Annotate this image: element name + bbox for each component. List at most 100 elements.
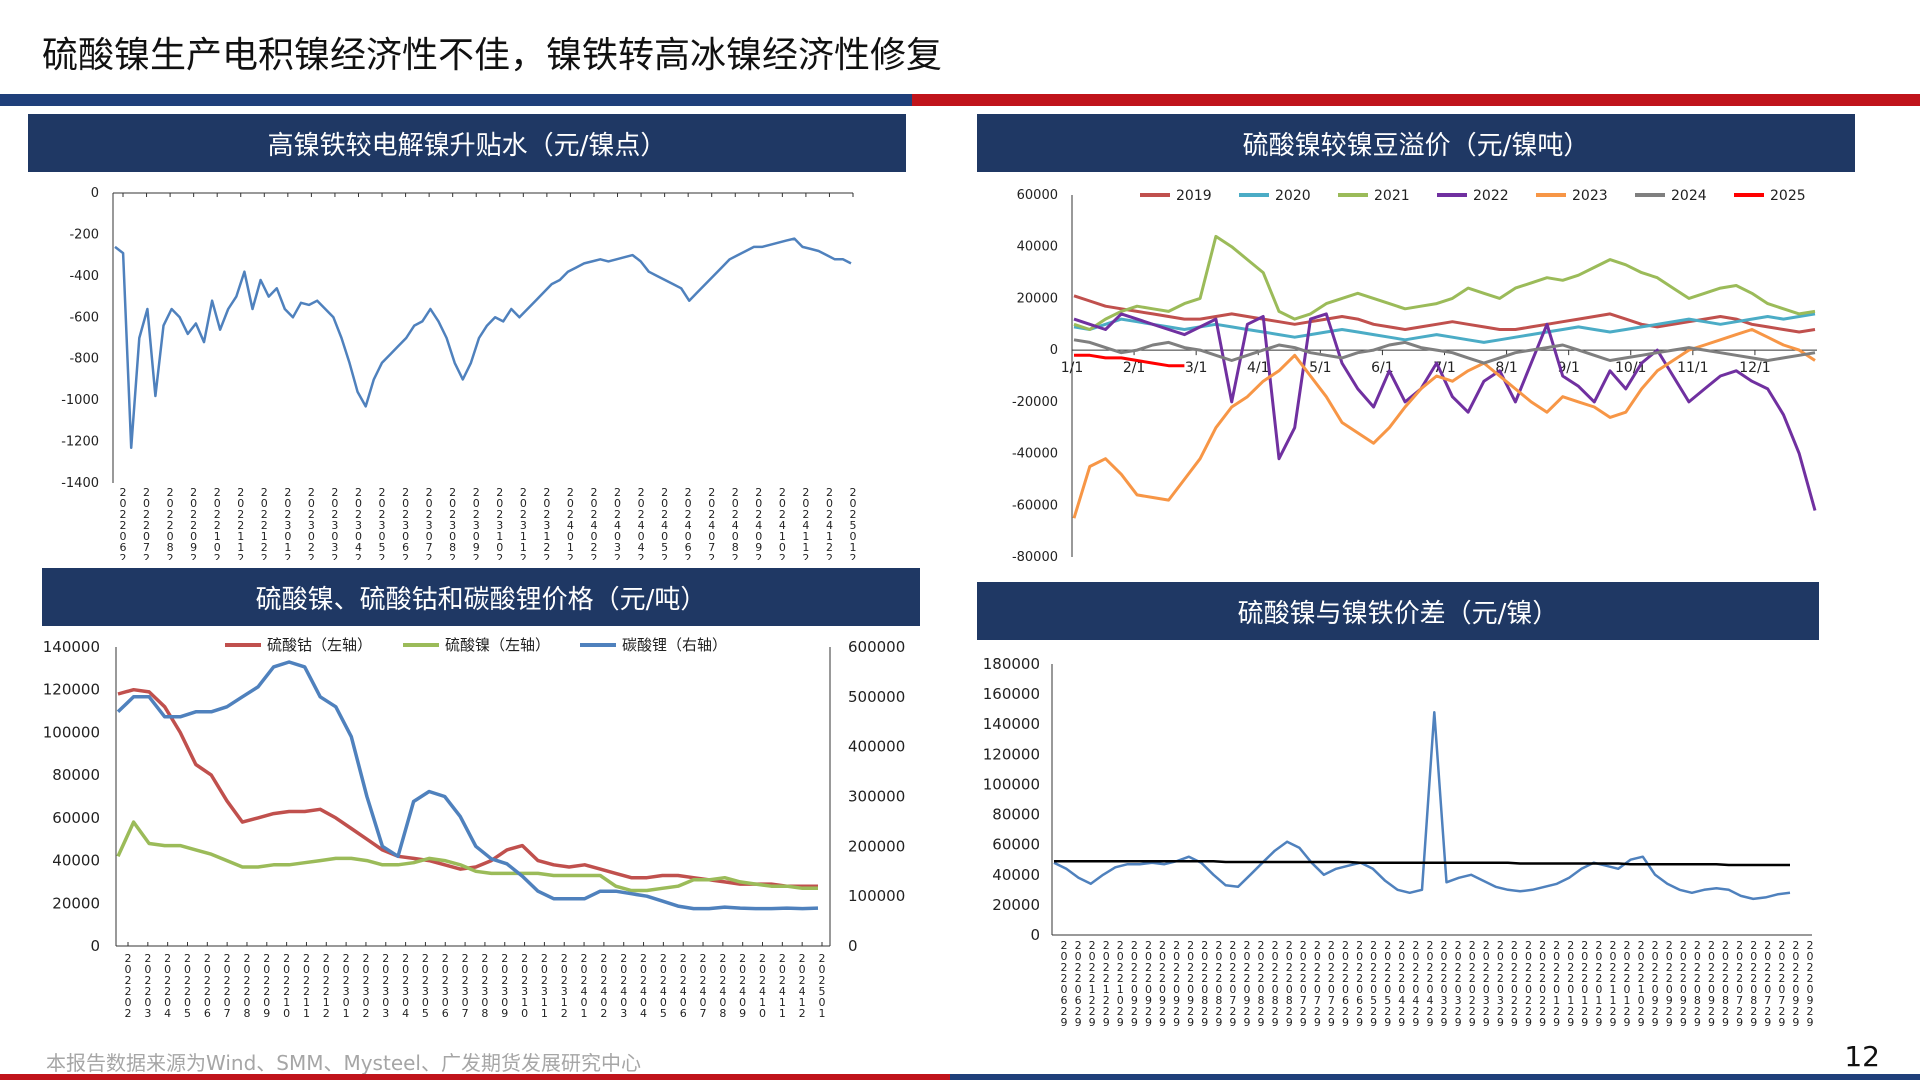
svg-text:9: 9 bbox=[1229, 1016, 1236, 1029]
svg-text:2: 2 bbox=[1258, 1005, 1265, 1018]
chart-nickel-sulfate-premium: 60000 40000 20000 0 -20000 -40000 -60000 -80000… bbox=[1012, 188, 1817, 565]
series-line bbox=[114, 237, 852, 450]
svg-text:2: 2 bbox=[1511, 939, 1518, 952]
svg-text:0: 0 bbox=[1553, 950, 1560, 963]
y-tick-label: -20000 bbox=[1012, 395, 1058, 410]
x-tick-label: 20230529 bbox=[379, 486, 386, 560]
svg-text:2: 2 bbox=[1243, 972, 1250, 985]
svg-text:2: 2 bbox=[719, 952, 726, 965]
svg-text:2: 2 bbox=[1750, 972, 1757, 985]
svg-text:8: 8 bbox=[719, 1007, 726, 1020]
svg-text:4: 4 bbox=[620, 985, 627, 998]
svg-text:0: 0 bbox=[1384, 983, 1391, 996]
y-tick-label: 20000 bbox=[992, 896, 1040, 914]
svg-text:2: 2 bbox=[850, 552, 857, 560]
svg-text:0: 0 bbox=[501, 996, 508, 1009]
y-tick-label: 40000 bbox=[1017, 240, 1058, 255]
svg-text:2: 2 bbox=[1609, 972, 1616, 985]
svg-text:0: 0 bbox=[284, 530, 291, 543]
svg-text:2: 2 bbox=[1075, 939, 1082, 952]
y-tick-label: -40000 bbox=[1012, 447, 1058, 462]
svg-text:0: 0 bbox=[1215, 950, 1222, 963]
svg-text:0: 0 bbox=[1300, 983, 1307, 996]
svg-text:3: 3 bbox=[308, 519, 315, 532]
svg-text:0: 0 bbox=[1525, 983, 1532, 996]
svg-text:8: 8 bbox=[243, 1007, 250, 1020]
svg-text:2: 2 bbox=[1624, 972, 1631, 985]
svg-text:3: 3 bbox=[561, 985, 568, 998]
svg-text:0: 0 bbox=[1426, 983, 1433, 996]
svg-text:2: 2 bbox=[308, 508, 315, 521]
svg-text:2: 2 bbox=[426, 552, 433, 560]
svg-text:3: 3 bbox=[520, 519, 527, 532]
svg-text:2: 2 bbox=[1609, 939, 1616, 952]
svg-text:2: 2 bbox=[1398, 1005, 1405, 1018]
svg-text:2: 2 bbox=[1426, 1005, 1433, 1018]
svg-text:2: 2 bbox=[331, 486, 338, 499]
svg-text:6: 6 bbox=[685, 541, 692, 554]
svg-text:2: 2 bbox=[303, 952, 310, 965]
svg-text:2: 2 bbox=[1356, 1005, 1363, 1018]
svg-text:2: 2 bbox=[1807, 972, 1814, 985]
y-tick-label: 60000 bbox=[1017, 188, 1058, 203]
svg-text:0: 0 bbox=[1736, 950, 1743, 963]
svg-text:9: 9 bbox=[473, 541, 480, 554]
svg-text:1: 1 bbox=[284, 541, 291, 554]
svg-text:1: 1 bbox=[1089, 983, 1096, 996]
svg-text:0: 0 bbox=[779, 541, 786, 554]
svg-text:2: 2 bbox=[1173, 972, 1180, 985]
svg-text:2: 2 bbox=[1159, 972, 1166, 985]
svg-text:0: 0 bbox=[1300, 950, 1307, 963]
svg-text:3: 3 bbox=[343, 985, 350, 998]
svg-text:4: 4 bbox=[732, 519, 739, 532]
svg-text:2: 2 bbox=[779, 952, 786, 965]
svg-text:2: 2 bbox=[521, 952, 528, 965]
y-tick-label: -1000 bbox=[61, 393, 99, 408]
svg-text:1: 1 bbox=[1567, 994, 1574, 1007]
svg-text:1: 1 bbox=[261, 530, 268, 543]
y-tick-label-left: 40000 bbox=[52, 852, 100, 870]
svg-text:2: 2 bbox=[1722, 1005, 1729, 1018]
svg-text:2: 2 bbox=[1722, 972, 1729, 985]
svg-text:1: 1 bbox=[541, 1007, 548, 1020]
svg-text:0: 0 bbox=[382, 996, 389, 1009]
svg-text:2: 2 bbox=[1778, 972, 1785, 985]
svg-text:4: 4 bbox=[1426, 994, 1433, 1007]
svg-text:0: 0 bbox=[355, 530, 362, 543]
svg-text:0: 0 bbox=[1412, 983, 1419, 996]
svg-text:7: 7 bbox=[1328, 994, 1335, 1007]
svg-text:2: 2 bbox=[680, 952, 687, 965]
svg-text:7: 7 bbox=[700, 1007, 707, 1020]
page-number: 12 bbox=[1844, 1040, 1880, 1073]
svg-text:2: 2 bbox=[1441, 1005, 1448, 1018]
svg-text:2: 2 bbox=[1638, 961, 1645, 974]
svg-text:0: 0 bbox=[426, 530, 433, 543]
svg-text:2: 2 bbox=[120, 486, 127, 499]
svg-text:2: 2 bbox=[590, 552, 597, 560]
svg-text:2: 2 bbox=[331, 552, 338, 560]
svg-text:0: 0 bbox=[481, 963, 488, 976]
svg-text:2: 2 bbox=[1807, 961, 1814, 974]
svg-text:2: 2 bbox=[303, 985, 310, 998]
y-tick-label-right: 600000 bbox=[848, 638, 905, 656]
svg-text:0: 0 bbox=[1103, 950, 1110, 963]
svg-text:2: 2 bbox=[1469, 972, 1476, 985]
svg-text:0: 0 bbox=[1553, 983, 1560, 996]
y-tick-label-left: 120000 bbox=[43, 681, 100, 699]
svg-text:0: 0 bbox=[1398, 950, 1405, 963]
svg-text:2: 2 bbox=[1609, 961, 1616, 974]
svg-text:0: 0 bbox=[1750, 950, 1757, 963]
svg-text:9: 9 bbox=[1722, 1016, 1729, 1029]
svg-text:0: 0 bbox=[224, 996, 231, 1009]
svg-text:2: 2 bbox=[1089, 972, 1096, 985]
svg-text:2: 2 bbox=[638, 486, 645, 499]
svg-text:4: 4 bbox=[1398, 994, 1405, 1007]
svg-text:0: 0 bbox=[263, 996, 270, 1009]
